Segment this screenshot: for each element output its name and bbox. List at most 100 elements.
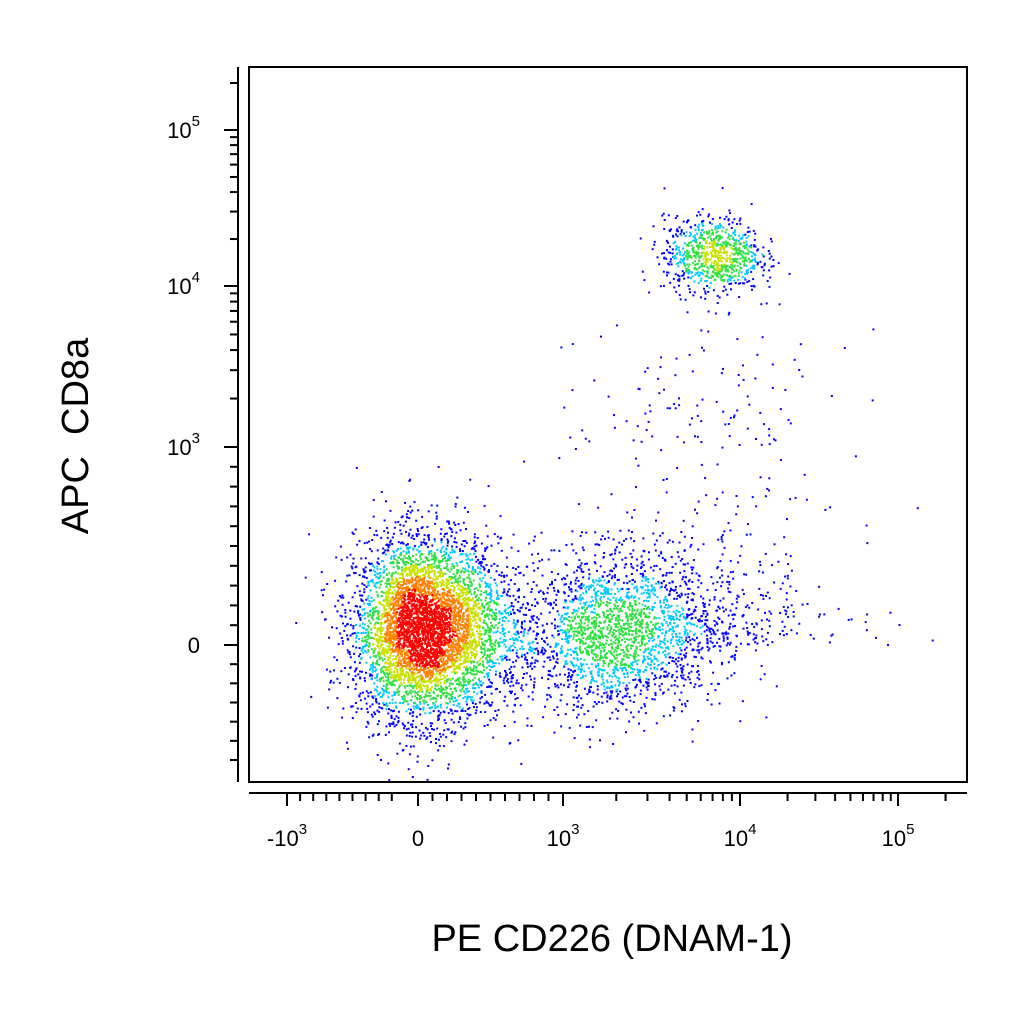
data-point [357, 611, 359, 614]
data-point [400, 554, 403, 557]
data-point [388, 708, 390, 711]
data-point [659, 601, 662, 604]
data-point [433, 555, 436, 558]
data-point [651, 639, 654, 642]
data-point [713, 645, 716, 647]
data-point [635, 632, 638, 635]
data-point [600, 644, 603, 647]
data-point [459, 571, 462, 574]
data-point [617, 616, 620, 619]
data-point [592, 599, 595, 602]
data-point [593, 701, 596, 704]
data-point [865, 629, 868, 632]
data-point [702, 239, 705, 241]
data-point [446, 559, 449, 562]
data-point [741, 588, 744, 591]
data-point [415, 519, 418, 522]
data-point [495, 589, 498, 592]
data-point [398, 556, 401, 559]
data-point [359, 624, 361, 627]
data-point [678, 284, 680, 287]
data-point [482, 648, 485, 650]
data-point [683, 535, 686, 538]
data-point [437, 715, 440, 717]
data-point [702, 602, 705, 604]
data-point [700, 615, 703, 617]
data-point [464, 553, 467, 556]
data-point [462, 727, 465, 730]
data-point [818, 585, 821, 588]
data-point [636, 609, 639, 612]
data-point [676, 676, 679, 679]
data-point [748, 261, 751, 264]
data-point [411, 715, 414, 717]
data-point [626, 618, 629, 621]
data-point [358, 694, 361, 697]
data-point [367, 580, 370, 583]
data-point [380, 491, 383, 493]
data-point [700, 234, 703, 237]
data-point [625, 684, 628, 687]
data-point [389, 682, 392, 685]
data-point [455, 699, 458, 702]
data-point [465, 700, 468, 703]
data-point [656, 668, 659, 671]
data-point [686, 270, 689, 273]
data-point [660, 585, 663, 588]
data-point [581, 612, 584, 615]
data-point [473, 533, 476, 536]
data-point [508, 588, 511, 591]
data-point [355, 683, 358, 686]
data-point [709, 637, 712, 640]
data-point [609, 690, 612, 693]
data-point [354, 702, 357, 704]
data-point [647, 681, 650, 684]
data-point [683, 625, 686, 628]
data-point [382, 701, 385, 704]
data-point [615, 324, 618, 327]
data-point [727, 219, 730, 222]
data-point [655, 539, 658, 542]
data-point [385, 691, 388, 693]
data-point [640, 639, 643, 642]
data-point [387, 546, 390, 549]
data-point [606, 652, 609, 655]
data-point [670, 684, 673, 687]
data-point [751, 265, 754, 268]
data-point [652, 587, 654, 590]
data-point [574, 579, 577, 582]
data-point [633, 613, 636, 616]
data-point [671, 617, 674, 620]
data-point [686, 613, 688, 616]
data-point [570, 588, 573, 591]
data-point [739, 217, 742, 220]
data-point [405, 530, 407, 533]
data-point [726, 270, 729, 273]
data-point [362, 651, 365, 654]
data-point [467, 695, 469, 698]
data-point [717, 682, 720, 685]
data-point [629, 699, 632, 702]
data-point [639, 693, 642, 696]
data-point [385, 679, 388, 682]
data-point [768, 269, 771, 272]
data-point [647, 628, 650, 631]
data-point [662, 651, 664, 654]
data-point [477, 597, 480, 600]
data-point [362, 631, 365, 634]
data-point [592, 649, 595, 652]
data-point [456, 564, 459, 567]
data-point [675, 245, 678, 248]
data-point [768, 489, 770, 492]
data-point [622, 658, 625, 661]
data-point [697, 649, 700, 652]
data-point [685, 646, 688, 649]
data-point [372, 661, 374, 664]
data-point [617, 669, 619, 672]
data-point [642, 659, 645, 661]
data-point [402, 550, 405, 553]
data-point [495, 612, 498, 615]
data-point [595, 666, 597, 669]
data-point [503, 576, 506, 578]
data-point [675, 609, 678, 612]
